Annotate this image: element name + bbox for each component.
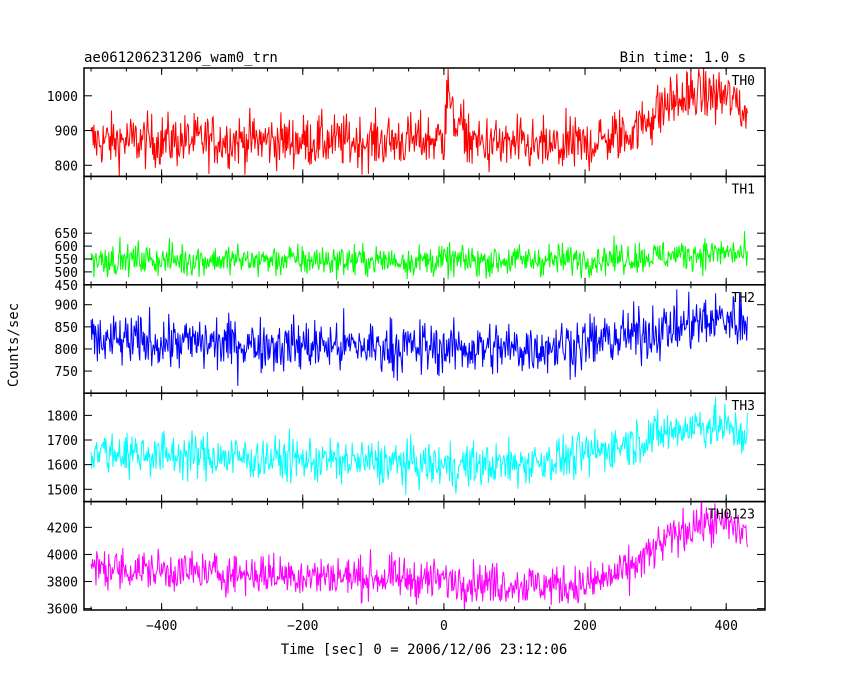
x-tick-label: −400 bbox=[146, 619, 177, 634]
y-tick-label: 850 bbox=[55, 321, 78, 336]
y-tick-label: 650 bbox=[55, 227, 78, 242]
panel-label-th3: TH3 bbox=[732, 399, 755, 414]
panel-label-th0: TH0 bbox=[732, 74, 755, 89]
y-tick-label: 1800 bbox=[47, 409, 78, 424]
y-tick-label: 1700 bbox=[47, 434, 78, 449]
series-th1 bbox=[90, 231, 748, 281]
y-tick-label: 4000 bbox=[47, 548, 78, 563]
x-tick-label: 400 bbox=[714, 619, 737, 634]
series-th3 bbox=[90, 396, 748, 495]
y-tick-label: 900 bbox=[55, 125, 78, 140]
y-tick-label: 1500 bbox=[47, 483, 78, 498]
y-tick-label: 1600 bbox=[47, 459, 78, 474]
y-tick-label: 800 bbox=[55, 343, 78, 358]
x-tick-label: −200 bbox=[287, 619, 318, 634]
panel-label-th1: TH1 bbox=[732, 182, 755, 197]
series-th0 bbox=[90, 68, 748, 176]
panel-th0123: 3600 3800 4000 4200 TH0123 bbox=[47, 500, 766, 618]
y-tick-label: 500 bbox=[55, 266, 78, 281]
y-tick-label: 450 bbox=[55, 279, 78, 294]
panel-th3: 1500 1600 1700 1800 TH3 bbox=[47, 392, 766, 503]
y-tick-label: 3600 bbox=[47, 603, 78, 618]
header-left-title: ae061206231206_wam0_trn bbox=[84, 50, 278, 66]
x-tick-label: 0 bbox=[440, 619, 448, 634]
y-tick-label: 550 bbox=[55, 253, 78, 268]
panel-frame-th3 bbox=[83, 392, 766, 503]
panel-label-th0123: TH0123 bbox=[708, 508, 755, 523]
series-th2 bbox=[90, 289, 748, 387]
y-tick-label: 3800 bbox=[47, 576, 78, 591]
series-th0123 bbox=[90, 501, 748, 611]
y-axis-title: Counts/sec bbox=[6, 303, 22, 387]
header-right-title: Bin time: 1.0 s bbox=[620, 50, 746, 66]
y-tick-label: 800 bbox=[55, 159, 78, 174]
panel-th0: 800 900 1000 TH0 bbox=[47, 67, 766, 178]
y-tick-label: 600 bbox=[55, 240, 78, 255]
y-tick-label: 4200 bbox=[47, 521, 78, 536]
y-tick-label: 900 bbox=[55, 299, 78, 314]
y-tick-label: 1000 bbox=[47, 90, 78, 105]
panel-th2: 750 800 850 900 TH2 bbox=[55, 284, 766, 394]
x-axis-title: Time [sec] 0 = 2006/12/06 23:12:06 bbox=[281, 642, 568, 658]
y-tick-label: 750 bbox=[55, 365, 78, 380]
x-tick-label: 200 bbox=[573, 619, 596, 634]
panel-frame-th0123 bbox=[83, 500, 766, 611]
panel-label-th2: TH2 bbox=[732, 291, 755, 306]
